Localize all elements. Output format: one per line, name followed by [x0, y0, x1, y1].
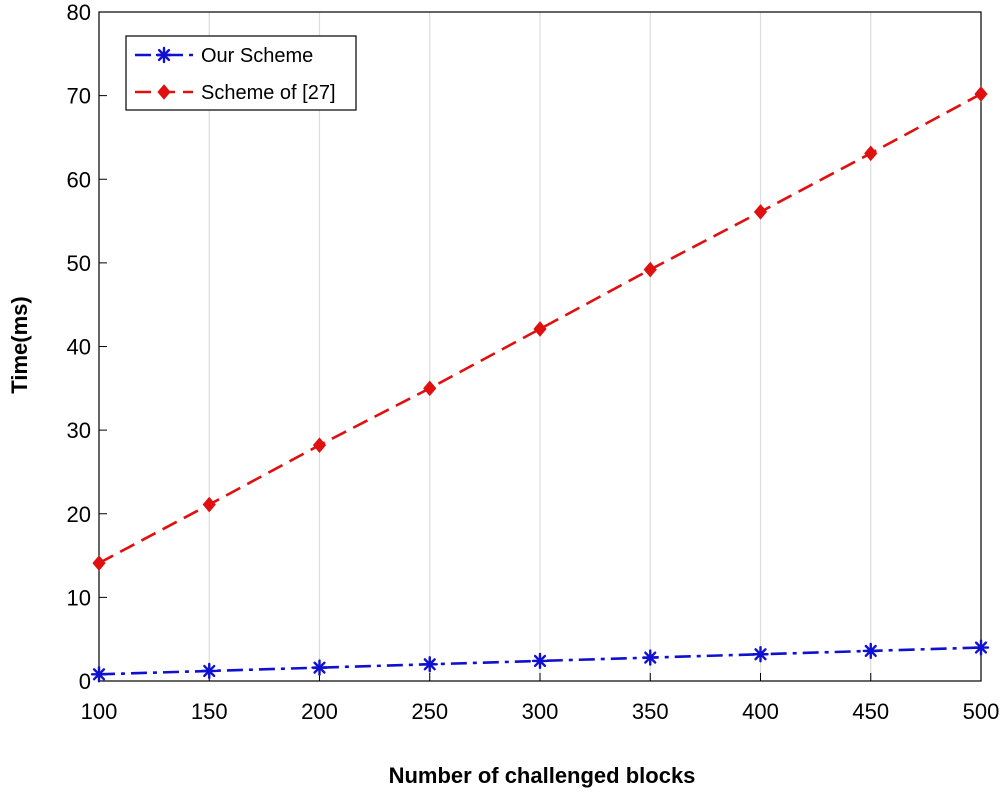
- data-point-2: [312, 437, 327, 453]
- data-point-1: [642, 649, 659, 666]
- y-tick-label: 30: [67, 418, 91, 443]
- x-tick-label: 400: [742, 699, 779, 724]
- y-tick-label: 80: [67, 0, 91, 25]
- data-point-1: [752, 646, 769, 663]
- x-axis-ticks: 100 150 200 250 300 350 400 450 500: [81, 673, 1000, 724]
- y-tick-label: 10: [67, 585, 91, 610]
- legend-marker-2: [157, 84, 171, 100]
- x-tick-label: 150: [191, 699, 228, 724]
- data-point-2: [423, 380, 437, 397]
- data-point-1: [311, 659, 328, 676]
- data-point-1: [531, 652, 549, 670]
- y-tick-label: 60: [67, 167, 91, 192]
- x-tick-label: 300: [522, 699, 559, 724]
- data-point-2: [643, 261, 657, 278]
- y-tick-label: 40: [67, 335, 91, 360]
- data-point-1: [421, 656, 438, 673]
- data-point-2: [753, 204, 768, 220]
- y-tick-label: 50: [67, 251, 91, 276]
- y-tick-label: 20: [67, 502, 91, 527]
- data-point-1: [862, 642, 879, 660]
- data-point-1: [201, 662, 218, 680]
- data-point-2: [533, 321, 547, 337]
- data-point-1: [90, 666, 108, 683]
- data-point-2: [92, 555, 106, 571]
- x-tick-label: 250: [411, 699, 448, 724]
- data-point-1: [972, 639, 990, 656]
- y-tick-label: 70: [67, 84, 91, 109]
- x-tick-label: 100: [81, 699, 118, 724]
- data-point-2: [974, 86, 988, 102]
- x-tick-label: 350: [632, 699, 669, 724]
- y-axis-ticks: 0 10 20 30 40 50 60 70 80: [67, 0, 107, 694]
- legend-label-2: Scheme of [27]: [201, 82, 336, 104]
- y-tick-label: 0: [79, 669, 91, 694]
- grid-lines: [208, 12, 872, 681]
- x-tick-label: 450: [852, 699, 889, 724]
- data-point-2: [864, 145, 878, 162]
- legend-label-1: Our Scheme: [201, 45, 313, 67]
- y-axis-label: Time(ms): [7, 296, 32, 393]
- data-point-2: [202, 496, 216, 513]
- x-tick-label: 500: [963, 699, 1000, 724]
- x-axis-label: Number of challenged blocks: [389, 763, 696, 788]
- legend: Our Scheme Scheme of [27]: [125, 35, 357, 111]
- legend-marker-1: [155, 46, 173, 64]
- series-layer: [90, 86, 990, 683]
- x-tick-label: 200: [301, 699, 338, 724]
